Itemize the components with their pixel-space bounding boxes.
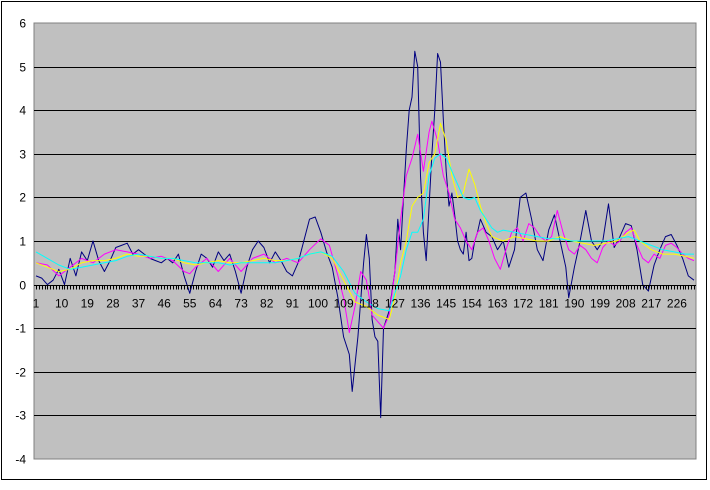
x-tick-label: 37 — [132, 297, 146, 311]
y-tick-label: -2 — [15, 366, 26, 380]
x-tick-label: 127 — [385, 297, 405, 311]
y-tick-label: -3 — [15, 409, 26, 423]
axes — [34, 285, 696, 290]
y-tick-label: 1 — [19, 235, 26, 249]
x-tick-label: 208 — [616, 297, 636, 311]
x-tick-label: 91 — [286, 297, 300, 311]
x-tick-label: 118 — [360, 297, 379, 311]
y-tick-label: 6 — [19, 17, 26, 31]
x-tick-label: 154 — [462, 297, 482, 311]
y-tick-label: 2 — [19, 191, 26, 205]
x-tick-label: 28 — [106, 297, 120, 311]
x-tick-labels: 1 10 19 28 37 46 55 64 73 82 91 100 109 118 127 136 145 1… — [33, 297, 688, 311]
y-tick-label: 5 — [19, 61, 26, 75]
x-tick-label: 19 — [81, 297, 95, 311]
x-tick-label: 163 — [487, 297, 507, 311]
series-line-1 — [35, 50, 695, 419]
x-tick-label: 10 — [55, 297, 69, 311]
x-tick-label: 100 — [308, 297, 328, 311]
x-tick-label: 82 — [260, 297, 274, 311]
y-tick-label: -1 — [15, 322, 26, 336]
y-tick-label: 3 — [19, 148, 26, 162]
x-tick-label: 73 — [234, 297, 248, 311]
x-tick-label: 55 — [183, 297, 197, 311]
x-tick-label: 181 — [539, 297, 559, 311]
x-tick-label: 1 — [33, 297, 40, 311]
x-tick-label: 109 — [334, 297, 354, 311]
series-lines — [35, 50, 695, 419]
y-tick-labels: -4 -3 -2 -1 0 1 2 3 4 5 6 — [15, 17, 26, 467]
y-tick-label: -4 — [15, 453, 26, 467]
series-line-4 — [35, 153, 694, 312]
x-tick-label: 199 — [590, 297, 610, 311]
x-tick-label: 190 — [564, 297, 584, 311]
x-tick-label: 136 — [411, 297, 431, 311]
x-tick-label: 217 — [641, 297, 661, 311]
x-tick-label: 145 — [436, 297, 456, 311]
series-line-2 — [35, 120, 695, 334]
y-tick-label: 0 — [19, 279, 26, 293]
x-tick-label: 226 — [667, 297, 687, 311]
x-tick-label: 46 — [158, 297, 172, 311]
x-tick-label: 64 — [209, 297, 223, 311]
x-tick-label: 172 — [513, 297, 533, 311]
y-tick-label: 4 — [19, 104, 26, 118]
